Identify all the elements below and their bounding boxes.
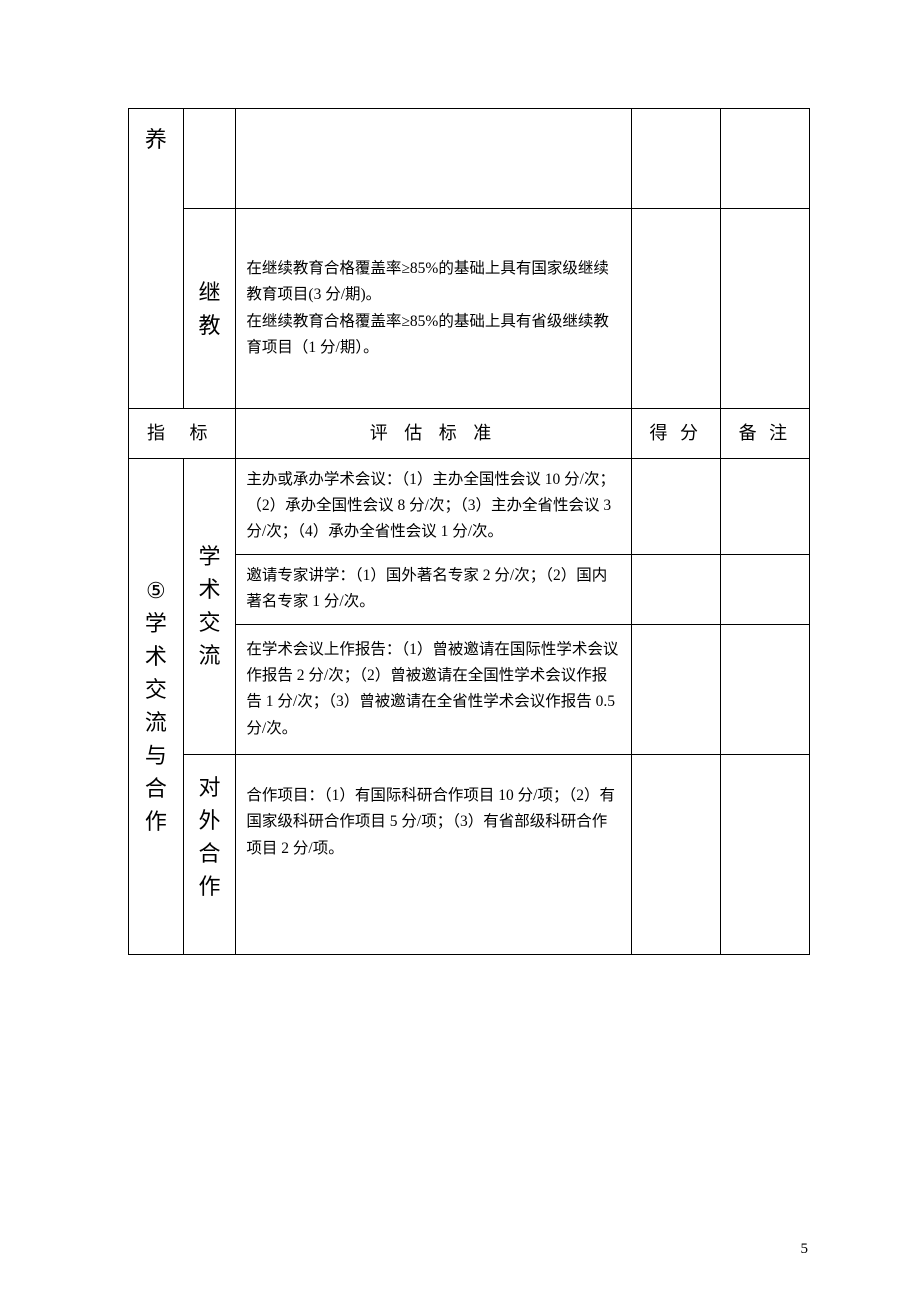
criteria-ac-0: 主办或承办学术会议：（1）主办全国性会议 10 分/次；（2）承办全国性会议 8… (236, 458, 631, 554)
score-ac-0 (631, 458, 720, 554)
score-top-r2 (631, 209, 720, 409)
criteria-ac-2: 在学术会议上作报告：（1）曾被邀请在国际性学术会议作报告 2 分/次；（2）曾被… (236, 624, 631, 754)
subcat-top-r1 (183, 109, 236, 209)
header-note: 备 注 (720, 409, 809, 459)
note-top-r1 (720, 109, 809, 209)
score-ac-2 (631, 624, 720, 754)
note-ext (720, 754, 809, 954)
header-criteria: 评 估 标 准 (236, 409, 631, 459)
criteria-ac-1: 邀请专家讲学：（1）国外著名专家 2 分/次；（2）国内著名专家 1 分/次。 (236, 554, 631, 624)
subcat-external: 对外合作 (183, 754, 236, 954)
note-top-r2 (720, 209, 809, 409)
criteria-top-r1 (236, 109, 631, 209)
page-number: 5 (801, 1241, 809, 1258)
score-top-r1 (631, 109, 720, 209)
note-ac-1 (720, 554, 809, 624)
score-ac-1 (631, 554, 720, 624)
header-indicator: 指 标 (129, 409, 236, 459)
criteria-ext: 合作项目：（1）有国际科研合作项目 10 分/项；（2）有国家级科研合作项目 5… (236, 754, 631, 954)
criteria-top-r2: 在继续教育合格覆盖率≥85%的基础上具有国家级继续教育项目(3 分/期)。在继续… (236, 209, 631, 409)
category-col-top: 养 (129, 109, 184, 409)
note-ac-0 (720, 458, 809, 554)
subcat-academic: 学术交流 (183, 458, 236, 754)
note-ac-2 (720, 624, 809, 754)
subcat-top-r2: 继教 (183, 209, 236, 409)
header-score: 得 分 (631, 409, 720, 459)
score-ext (631, 754, 720, 954)
category-top-char: 养 (133, 123, 179, 156)
category-col-bottom: ⑤学术交流与合作 (129, 458, 184, 954)
evaluation-table: 养 继教 在继续教育合格覆盖率≥85%的基础上具有国家级继续教育项目(3 分/期… (128, 108, 810, 955)
